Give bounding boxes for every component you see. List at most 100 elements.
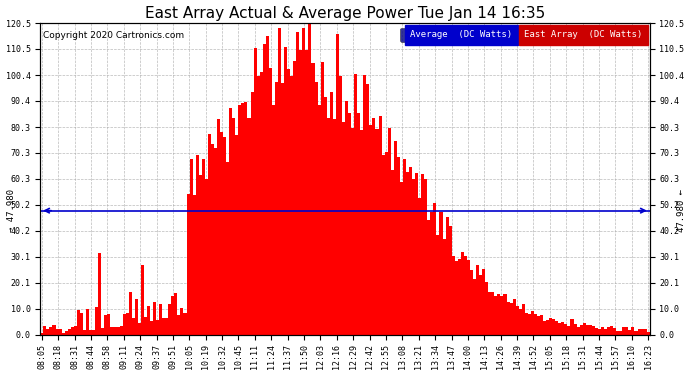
Bar [448, 226, 452, 335]
Bar [59, 329, 61, 335]
Bar [555, 321, 558, 335]
Bar [470, 270, 473, 335]
Bar [293, 61, 296, 335]
Bar [592, 326, 595, 335]
Bar [205, 179, 208, 335]
Bar [193, 195, 196, 335]
Bar [360, 130, 363, 335]
Bar [397, 157, 400, 335]
Bar [424, 179, 427, 335]
Bar [214, 148, 217, 335]
Bar [171, 296, 175, 335]
Bar [473, 279, 476, 335]
Bar [117, 327, 119, 335]
Bar [509, 303, 513, 335]
Bar [354, 74, 357, 335]
Bar [104, 315, 108, 335]
Bar [110, 327, 113, 335]
Bar [290, 76, 293, 335]
Bar [272, 105, 275, 335]
Bar [181, 308, 184, 335]
Bar [327, 118, 330, 335]
Bar [113, 327, 117, 335]
Bar [266, 36, 269, 335]
Bar [248, 118, 250, 335]
Bar [562, 322, 564, 335]
Bar [491, 291, 494, 335]
Bar [485, 282, 489, 335]
Bar [506, 302, 509, 335]
Bar [211, 144, 214, 335]
Bar [86, 309, 89, 335]
Bar [375, 129, 379, 335]
Bar [455, 261, 457, 335]
Bar [330, 92, 333, 335]
Bar [132, 318, 135, 335]
Bar [259, 72, 263, 335]
Bar [43, 326, 46, 335]
Bar [531, 310, 534, 335]
Text: 47.980 ←: 47.980 ← [677, 189, 686, 232]
Bar [201, 159, 205, 335]
Bar [573, 324, 577, 335]
Bar [306, 50, 308, 335]
Bar [333, 119, 336, 335]
Bar [513, 299, 515, 335]
Bar [302, 28, 306, 335]
Bar [467, 260, 470, 335]
Bar [269, 68, 272, 335]
Bar [635, 331, 638, 335]
Bar [342, 123, 345, 335]
Bar [363, 75, 366, 335]
Bar [440, 211, 442, 335]
Bar [89, 330, 92, 335]
Bar [409, 167, 412, 335]
Bar [351, 128, 354, 335]
Bar [601, 327, 604, 335]
Bar [46, 330, 50, 335]
Bar [263, 44, 266, 335]
Bar [528, 314, 531, 335]
Bar [144, 317, 147, 335]
Bar [156, 320, 159, 335]
Bar [357, 113, 360, 335]
Bar [452, 256, 455, 335]
Bar [336, 34, 339, 335]
Bar [235, 135, 238, 335]
Bar [196, 156, 199, 335]
Bar [138, 323, 141, 335]
Bar [613, 328, 616, 335]
Bar [644, 329, 647, 335]
Bar [504, 294, 506, 335]
Bar [534, 314, 537, 335]
Bar [165, 318, 168, 335]
Bar [184, 314, 186, 335]
Title: East Array Actual & Average Power Tue Jan 14 16:35: East Array Actual & Average Power Tue Ja… [145, 6, 545, 21]
Bar [220, 132, 223, 335]
Bar [549, 318, 552, 335]
Bar [223, 136, 226, 335]
Bar [162, 318, 165, 335]
Bar [150, 321, 153, 335]
Bar [446, 217, 448, 335]
Bar [101, 328, 104, 335]
Bar [522, 304, 525, 335]
Bar [74, 326, 77, 335]
Bar [595, 328, 598, 335]
Bar [525, 313, 528, 335]
Bar [119, 326, 123, 335]
Bar [199, 174, 201, 335]
Bar [241, 103, 244, 335]
Bar [598, 330, 601, 335]
Bar [500, 297, 504, 335]
Bar [147, 306, 150, 335]
Bar [108, 314, 110, 335]
Bar [622, 327, 625, 335]
Bar [607, 327, 610, 335]
Bar [278, 27, 281, 335]
Bar [126, 313, 128, 335]
Bar [287, 69, 290, 335]
Bar [497, 294, 500, 335]
Bar [229, 108, 233, 335]
Bar [95, 307, 98, 335]
